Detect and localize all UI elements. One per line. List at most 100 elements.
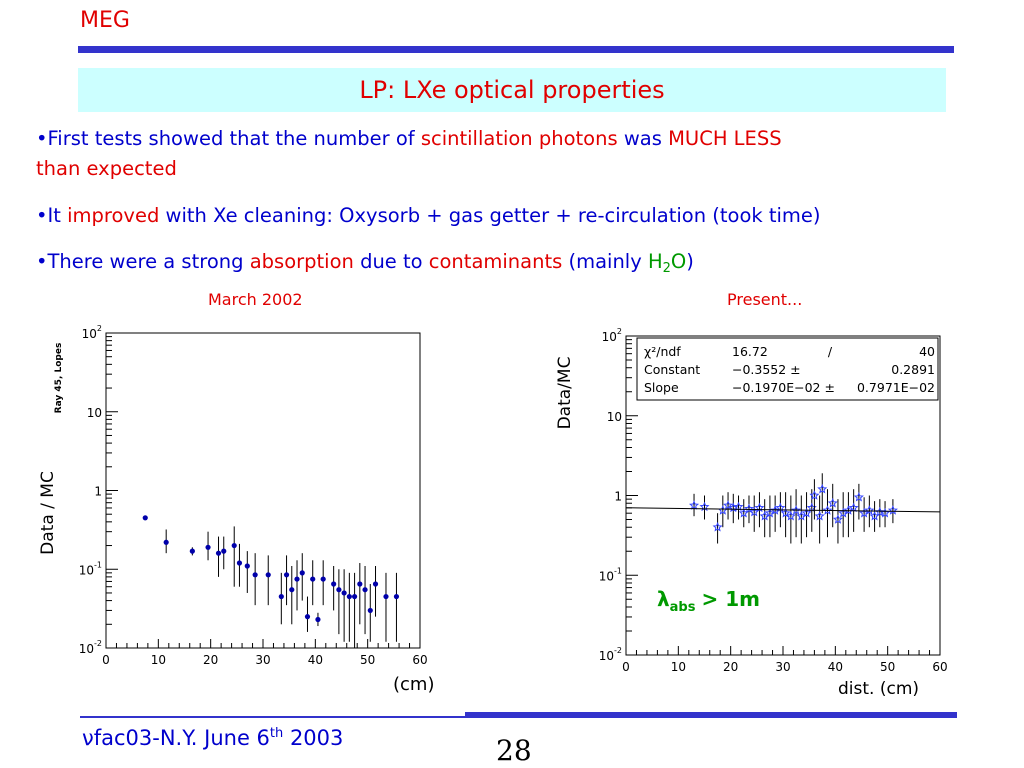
- bullet-absorption: •There were a strong absorption due to c…: [36, 247, 1006, 284]
- data-point: [320, 576, 326, 582]
- data-point: [346, 593, 352, 600]
- fit-stat-text: −0.1970E−02 ±: [732, 380, 835, 395]
- data-point: [362, 587, 368, 593]
- chart-present: 0 10 20 30 40 50 60 102 10 1 10-1 10-2 Data/MC dist…: [555, 327, 948, 699]
- data-point: [372, 581, 379, 587]
- data-point: [817, 483, 828, 494]
- data-point: [723, 500, 734, 510]
- fit-stat-text: −0.3552 ±: [732, 362, 801, 377]
- formula-o: O: [670, 250, 687, 273]
- formula-h: H: [647, 250, 663, 273]
- y-tick-label: 10: [87, 406, 102, 420]
- bullet-text-highlight: absorption: [249, 250, 354, 273]
- y-axis-label: Data/MC: [555, 357, 575, 430]
- x-tick-label: 20: [723, 660, 738, 674]
- y-axis-label: Data / MC: [38, 471, 58, 555]
- y-tick-label: 102: [82, 324, 102, 341]
- data-point: [252, 572, 258, 578]
- data-point: [294, 576, 300, 582]
- x-tick-label: 10: [671, 660, 686, 674]
- data-point: [341, 590, 347, 596]
- data-point: [231, 542, 237, 549]
- data-point: [205, 544, 211, 550]
- data-point: [163, 539, 169, 545]
- data-point: [822, 505, 833, 515]
- bullet-text: due to: [353, 250, 429, 273]
- bullet-xe-cleaning: •It improved with Xe cleaning: Oxysorb +…: [36, 201, 1006, 231]
- data-point: [814, 510, 825, 521]
- x-tick-label: 10: [151, 653, 166, 667]
- data-point: [393, 593, 400, 600]
- bullet-text-highlight: than expected: [36, 157, 177, 180]
- data-point: [743, 503, 755, 514]
- x-tick-label: 50: [880, 660, 895, 674]
- bullet-text: (mainly: [562, 250, 648, 273]
- plot-frame: [105, 332, 421, 649]
- header-title: MEG: [80, 8, 130, 33]
- y-tick-label: 102: [602, 327, 622, 344]
- bullet-text: was: [617, 127, 669, 150]
- data-point: [221, 548, 227, 554]
- data-point: [383, 593, 389, 600]
- fit-stat-text: χ²/ndf: [644, 344, 681, 359]
- x-tick-label: 0: [622, 660, 630, 674]
- bullet-text-highlight: improved: [67, 204, 160, 227]
- data-point: [785, 510, 796, 521]
- data-point: [244, 563, 250, 569]
- bullet-text-highlight: MUCH LESS: [668, 127, 782, 150]
- bullet-text-highlight: contaminants: [428, 250, 563, 273]
- y-tick-label: 10: [607, 410, 622, 424]
- fit-stat-text: 40: [919, 344, 935, 359]
- data-point: [189, 548, 195, 554]
- bullet-text: •It: [36, 204, 68, 227]
- fit-line: [625, 507, 941, 513]
- x-tick-label: 40: [828, 660, 843, 674]
- x-tick-label: 0: [102, 653, 110, 667]
- data-point: [315, 616, 321, 623]
- data-point: [880, 507, 891, 518]
- top-rule: [78, 46, 954, 53]
- caption-right-plot: Present...: [727, 290, 803, 309]
- data-point: [278, 593, 284, 600]
- y-tick-label: 1: [94, 485, 102, 499]
- data-point: [712, 521, 723, 532]
- data-point: [215, 550, 222, 556]
- x-tick-label: 30: [775, 660, 790, 674]
- data-point: [827, 497, 838, 508]
- bullet-text: with Xe cleaning: Oxysorb + gas getter +…: [159, 204, 821, 227]
- x-axis-label: (cm): [393, 674, 434, 695]
- data-point: [791, 505, 802, 515]
- data-point: [299, 570, 305, 576]
- footer-rule-right: [465, 712, 957, 718]
- bullet-text-highlight: scintillation photons: [420, 127, 618, 150]
- fit-stat-text: /: [828, 344, 833, 359]
- data-point: [809, 490, 820, 500]
- fit-stat-text: 0.2891: [891, 362, 935, 377]
- x-tick-label: 30: [255, 653, 270, 667]
- data-point: [283, 572, 290, 578]
- footer-rule-left: [80, 716, 465, 718]
- data-point: [310, 576, 316, 582]
- data-point: [351, 593, 358, 600]
- footer-text: νfac03-N.Y. June 6th 2003: [82, 726, 343, 750]
- data-point: [236, 560, 243, 566]
- data-point: [336, 587, 342, 593]
- data-point: [289, 587, 295, 593]
- data-point: [688, 500, 700, 510]
- formula-sub: 2: [662, 261, 671, 276]
- y-tick-label: 10-1: [599, 566, 622, 583]
- fit-stat-text: Slope: [644, 380, 679, 395]
- footer-nu: ν: [82, 726, 94, 750]
- title-box: [78, 68, 946, 112]
- data-point: [848, 502, 859, 513]
- bullet-text: •There were a strong: [36, 250, 250, 273]
- x-tick-label: 40: [308, 653, 323, 667]
- data-point: [331, 581, 337, 587]
- slide-title: LP: LXe optical properties: [359, 76, 665, 104]
- footer-year: 2003: [283, 726, 344, 750]
- data-point: [733, 501, 744, 512]
- bullet-text: ): [686, 250, 694, 273]
- data-point: [265, 572, 271, 578]
- fit-stat-text: Constant: [644, 362, 700, 377]
- data-point: [357, 581, 363, 587]
